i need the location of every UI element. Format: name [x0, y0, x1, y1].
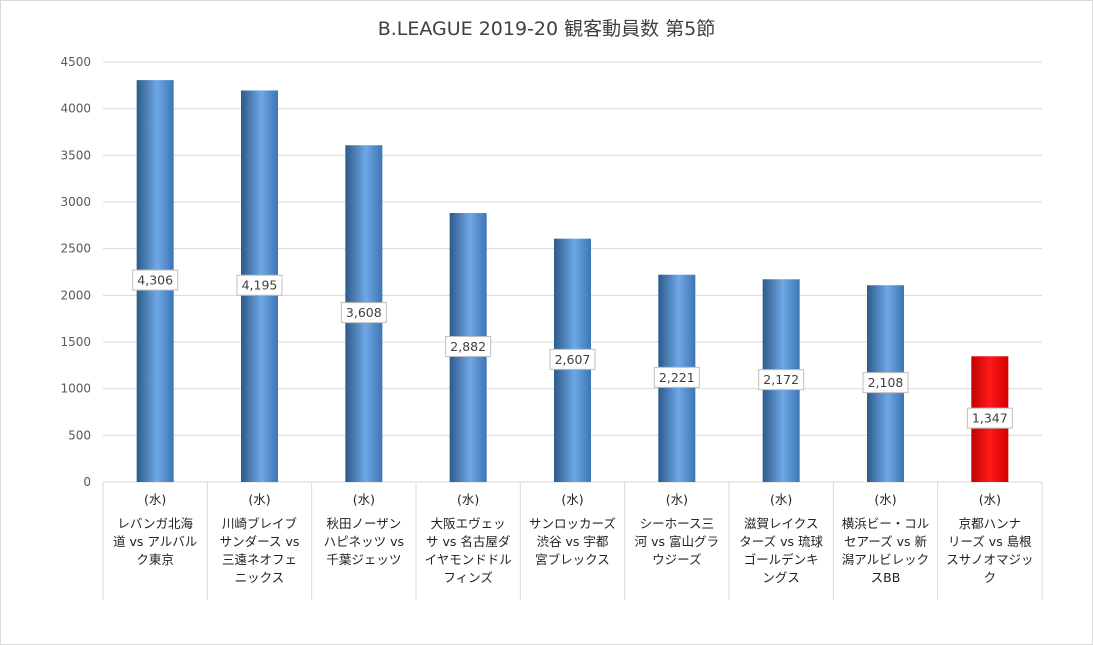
category-name: 秋田ノーザン ハピネッツ vs 千葉ジェッツ — [323, 516, 405, 567]
data-label: 4,195 — [242, 278, 278, 293]
category-day: (水) — [561, 492, 584, 507]
category-name: 滋賀レイクス ターズ vs 琉球 ゴールデンキ ングス — [739, 516, 824, 585]
data-label: 4,306 — [137, 273, 173, 288]
category-name: 京都ハンナ リーズ vs 島根 スサノオマジッ ク — [946, 516, 1034, 585]
data-label-box — [758, 369, 805, 391]
data-label-box — [549, 348, 596, 370]
category-label: (水) レバンガ北海 道 vs アルバル ク東京 — [103, 491, 207, 569]
data-label-box — [445, 336, 492, 358]
category-name: サンロッカーズ 渋谷 vs 宇都 宮ブレックス — [529, 516, 616, 567]
data-label: 1,347 — [972, 411, 1008, 426]
category-label: (水) 横浜ビー・コル セアーズ vs 新 潟アルビレック スBB — [833, 491, 937, 587]
y-tick-label: 0 — [83, 475, 91, 489]
category-label: (水) シーホース三 河 vs 富山グラ ウジーズ — [625, 491, 729, 569]
data-label-box — [862, 372, 909, 394]
category-label: (水) 京都ハンナ リーズ vs 島根 スサノオマジッ ク — [938, 491, 1042, 587]
category-name: シーホース三 河 vs 富山グラ ウジーズ — [634, 516, 719, 567]
data-label: 2,882 — [450, 339, 486, 354]
data-label-box — [132, 269, 179, 291]
category-name: 川崎ブレイブ サンダース vs 三遠ネオフェ ニックス — [219, 516, 300, 585]
category-day: (水) — [352, 492, 375, 507]
category-name: レバンガ北海 道 vs アルバル ク東京 — [113, 516, 198, 567]
y-tick-label: 3500 — [60, 148, 91, 162]
data-label-box — [236, 274, 283, 296]
data-label: 2,221 — [659, 370, 695, 385]
category-day: (水) — [665, 492, 688, 507]
data-label-box — [653, 366, 700, 388]
category-name: 大阪エヴェッ サ vs 名古屋ダ イヤモンドドル フィンズ — [424, 516, 512, 585]
category-label: (水) 滋賀レイクス ターズ vs 琉球 ゴールデンキ ングス — [729, 491, 833, 587]
data-label: 2,108 — [868, 375, 904, 390]
chart-title: B.LEAGUE 2019-20 観客動員数 第5節 — [377, 18, 716, 40]
category-day: (水) — [457, 492, 480, 507]
category-day: (水) — [248, 492, 271, 507]
y-tick-label: 2500 — [60, 242, 91, 256]
category-label: (水) サンロッカーズ 渋谷 vs 宇都 宮ブレックス — [520, 491, 624, 569]
y-tick-label: 4500 — [60, 55, 91, 69]
y-tick-label: 1500 — [60, 335, 91, 349]
category-label: (水) 秋田ノーザン ハピネッツ vs 千葉ジェッツ — [312, 491, 416, 569]
category-day: (水) — [770, 492, 793, 507]
category-name: 横浜ビー・コル セアーズ vs 新 潟アルビレック スBB — [841, 516, 930, 585]
y-tick-label: 1000 — [60, 382, 91, 396]
y-tick-label: 500 — [68, 428, 91, 442]
category-day: (水) — [874, 492, 897, 507]
data-label-box — [340, 302, 387, 324]
data-label: 3,608 — [346, 305, 382, 320]
category-day: (水) — [144, 492, 167, 507]
y-tick-label: 3000 — [60, 195, 91, 209]
data-label-box — [966, 407, 1013, 429]
y-tick-label: 2000 — [60, 288, 91, 302]
data-label: 2,607 — [555, 352, 591, 367]
category-label: (水) 大阪エヴェッ サ vs 名古屋ダ イヤモンドドル フィンズ — [416, 491, 520, 587]
category-label: (水) 川崎ブレイブ サンダース vs 三遠ネオフェ ニックス — [207, 491, 311, 587]
category-day: (水) — [978, 492, 1001, 507]
data-label: 2,172 — [763, 372, 799, 387]
y-tick-label: 4000 — [60, 102, 91, 116]
